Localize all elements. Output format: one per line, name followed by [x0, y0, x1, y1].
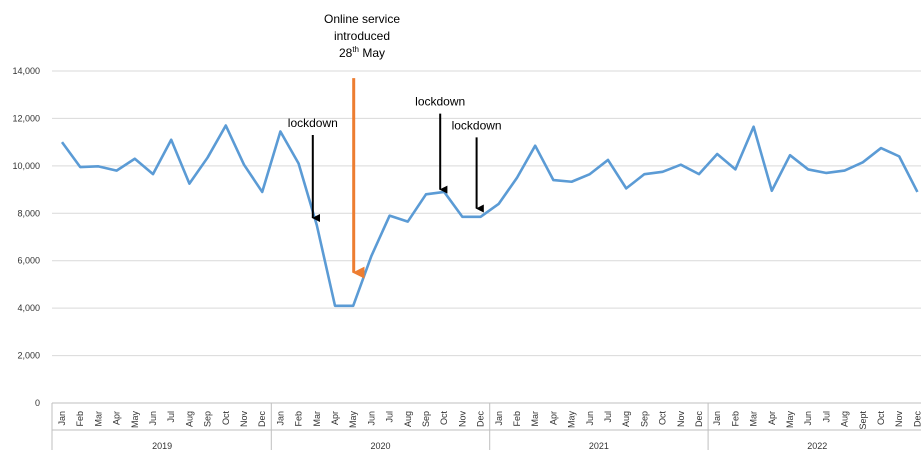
lockdown-label: lockdown — [415, 95, 465, 109]
x-tick-label: Dec — [912, 411, 921, 428]
x-tick-label: Jan — [57, 411, 67, 426]
y-axis-ticks: 0 2,000 4,000 6,000 8,000 10,000 12,000 14,000 — [12, 66, 40, 408]
x-tick-label: Mar — [312, 411, 322, 427]
x-tick-label: Apr — [112, 411, 122, 425]
x-tick-label: Sept — [858, 411, 868, 430]
x-tick-label: Jul — [821, 411, 831, 423]
y-tick-label: 12,000 — [12, 113, 40, 123]
x-tick-label: Apr — [330, 411, 340, 425]
x-tick-label: Jun — [585, 411, 595, 426]
annotations: lockdown Online service introduced 28th May… — [288, 12, 502, 279]
series-layer — [60, 124, 919, 308]
x-tick-label: Aug — [403, 411, 413, 427]
x-tick-label: Apr — [767, 411, 777, 425]
x-tick-label: Jan — [712, 411, 722, 426]
year-label: 2022 — [807, 441, 827, 450]
x-tick-label: May — [348, 411, 358, 429]
x-tick-label: Aug — [621, 411, 631, 427]
x-tick-label: Dec — [694, 411, 704, 428]
x-tick-label: Nov — [239, 411, 249, 428]
online-service-label: introduced — [334, 29, 390, 43]
gridlines — [52, 70, 921, 357]
year-label: 2021 — [589, 441, 609, 450]
x-tick-label: Jun — [366, 411, 376, 426]
x-tick-label: Apr — [548, 411, 558, 425]
x-tick-label: Mar — [530, 411, 540, 427]
x-tick-label: Oct — [221, 411, 231, 426]
x-tick-label: Jul — [603, 411, 613, 423]
y-tick-label: 8,000 — [17, 208, 40, 218]
x-tick-label: Aug — [184, 411, 194, 427]
x-tick-label: Dec — [476, 411, 486, 428]
x-tick-label: Mar — [749, 411, 759, 427]
y-tick-label: 4,000 — [17, 303, 40, 313]
x-tick-label: Sep — [421, 411, 431, 427]
year-label: 2019 — [152, 441, 172, 450]
x-tick-label: May — [130, 411, 140, 429]
x-tick-label: Feb — [512, 411, 522, 427]
online-service-date: 28th May — [339, 45, 385, 60]
x-tick-label: Feb — [75, 411, 85, 427]
x-tick-label: Feb — [294, 411, 304, 427]
series-line — [60, 124, 919, 308]
x-tick-label: May — [785, 411, 795, 429]
lockdown-label: lockdown — [288, 116, 338, 130]
x-tick-label: Nov — [894, 411, 904, 428]
x-axis: Jan Feb Mar Apr May Jun Jul Aug Sep Oct Nov Dec 2019… — [51, 402, 921, 450]
x-tick-label: Jun — [148, 411, 158, 426]
x-tick-label: Oct — [439, 411, 449, 426]
x-tick-label: May — [567, 411, 577, 429]
x-tick-label: Aug — [840, 411, 850, 427]
year-label: 2020 — [370, 441, 390, 450]
x-tick-label: Sep — [639, 411, 649, 427]
lockdown-label: lockdown — [452, 118, 502, 132]
x-tick-label: Jul — [166, 411, 176, 423]
x-tick-label: Dec — [257, 411, 267, 428]
x-tick-label: Oct — [876, 411, 886, 426]
x-tick-label: Jun — [803, 411, 813, 426]
x-tick-label: Jan — [275, 411, 285, 426]
x-tick-label: Sep — [203, 411, 213, 427]
x-tick-label: Nov — [676, 411, 686, 428]
y-tick-label: 2,000 — [17, 351, 40, 361]
x-tick-label: Jan — [494, 411, 504, 426]
x-tick-label: Feb — [730, 411, 740, 427]
x-tick-label: Jul — [385, 411, 395, 423]
online-service-label: Online service — [324, 12, 400, 26]
x-tick-label: Nov — [457, 411, 467, 428]
x-tick-label: Oct — [658, 411, 668, 426]
y-tick-label: 14,000 — [12, 66, 40, 76]
y-tick-label: 0 — [35, 398, 40, 408]
y-tick-label: 10,000 — [12, 161, 40, 171]
x-tick-label: Mar — [93, 411, 103, 427]
y-tick-label: 6,000 — [17, 256, 40, 266]
